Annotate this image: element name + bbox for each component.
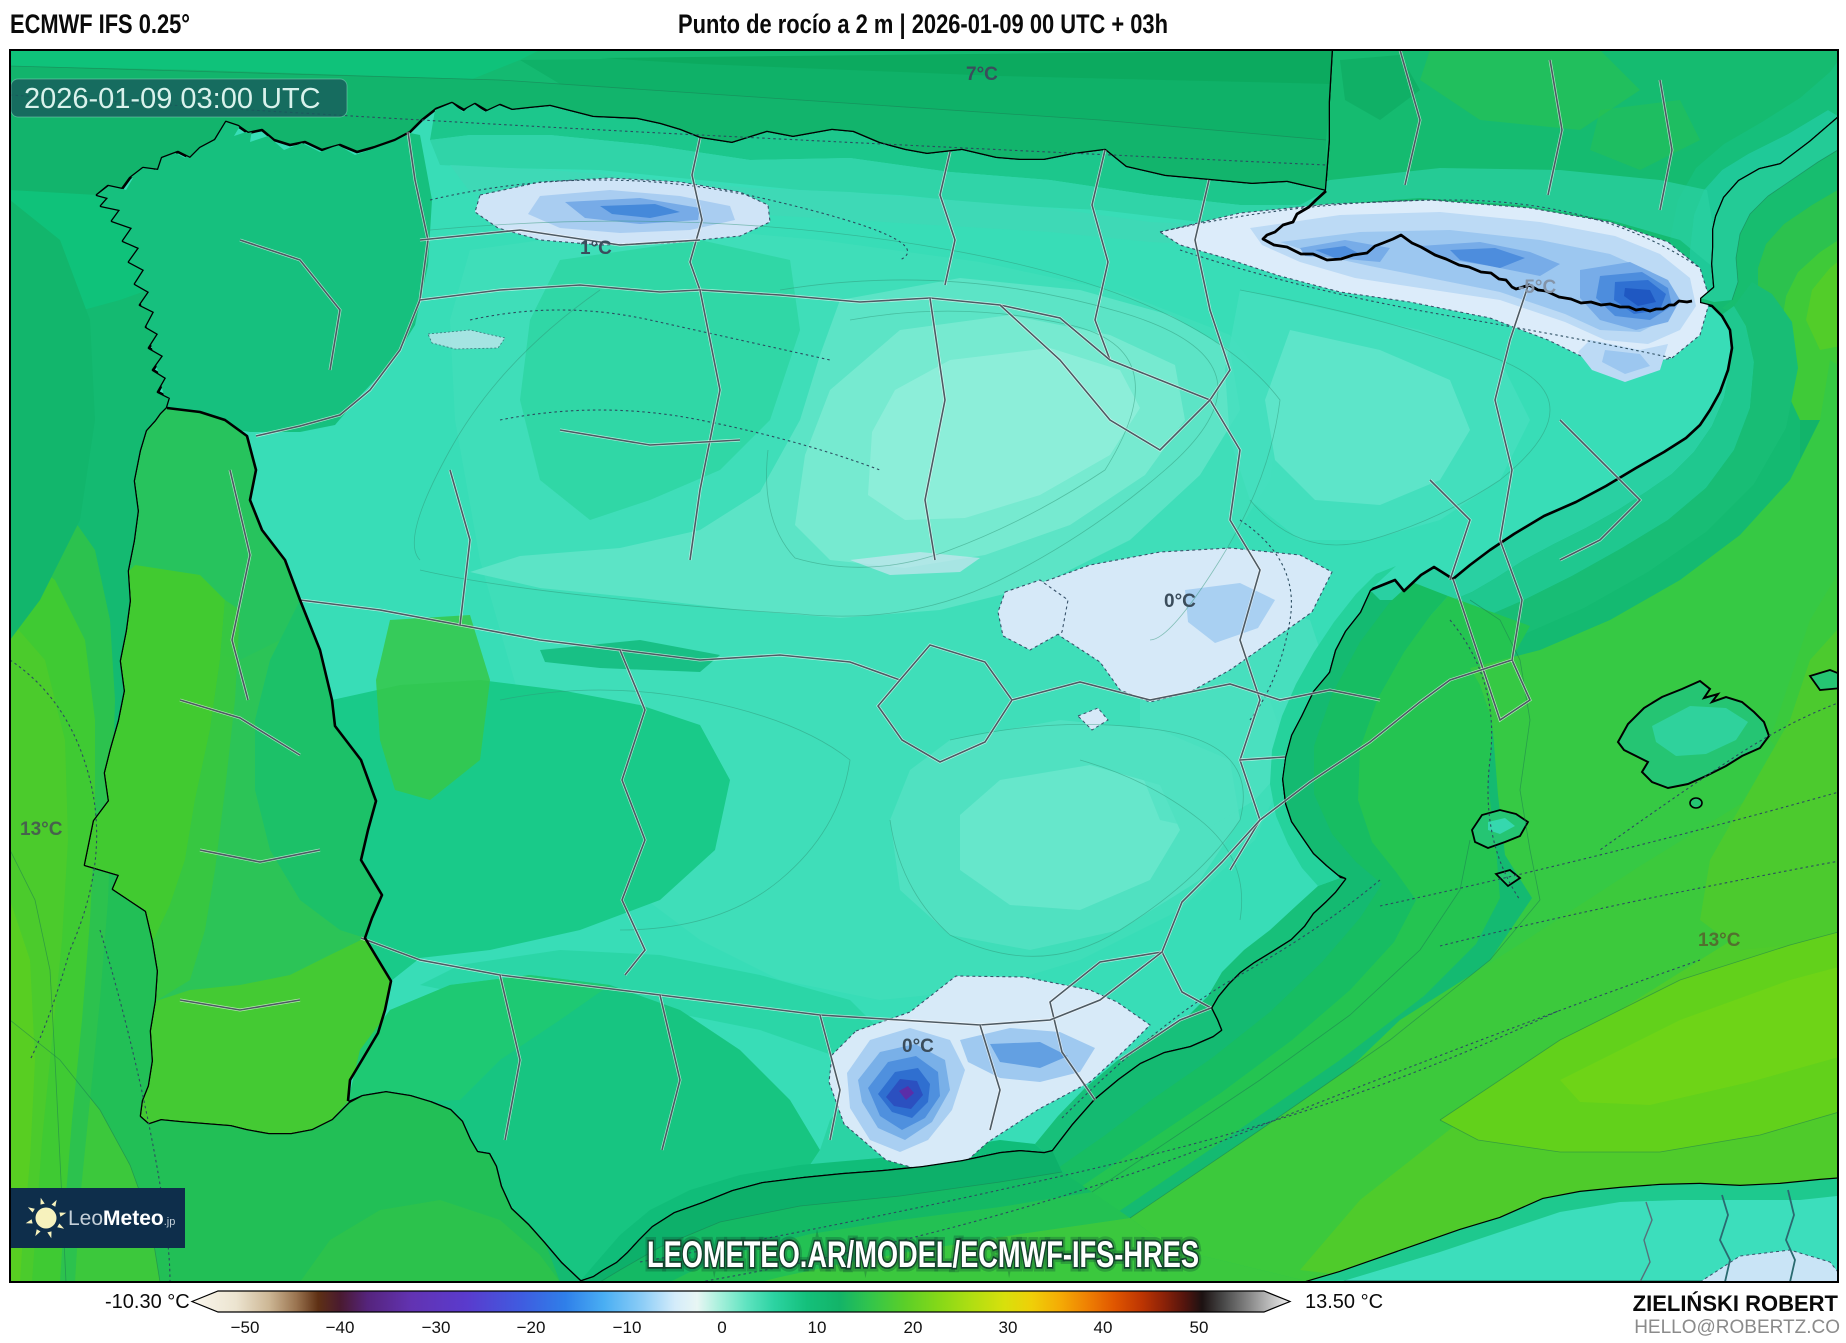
svg-text:ECMWF IFS 0.25°: ECMWF IFS 0.25° xyxy=(10,9,190,39)
svg-text:7°C: 7°C xyxy=(966,64,998,85)
svg-text:13.50 °C: 13.50 °C xyxy=(1305,1291,1383,1313)
svg-text:0°C: 0°C xyxy=(1164,591,1196,612)
svg-text:Punto de rocío a 2 m | 2026-01: Punto de rocío a 2 m | 2026-01-09 00 UTC… xyxy=(678,9,1168,39)
svg-text:−30: −30 xyxy=(422,1318,451,1337)
svg-text:0°C: 0°C xyxy=(902,1036,934,1057)
svg-text:13°C: 13°C xyxy=(20,819,63,840)
svg-text:2026-01-09 03:00 UTC: 2026-01-09 03:00 UTC xyxy=(24,83,321,115)
svg-text:50: 50 xyxy=(1190,1318,1209,1337)
svg-text:20: 20 xyxy=(904,1318,923,1337)
svg-text:HELLO@ROBERTZ.CO: HELLO@ROBERTZ.CO xyxy=(1634,1317,1840,1338)
svg-text:0: 0 xyxy=(717,1318,726,1337)
svg-text:−10: −10 xyxy=(613,1318,642,1337)
svg-text:-5°C: -5°C xyxy=(1518,277,1556,298)
svg-text:−40: −40 xyxy=(326,1318,355,1337)
svg-text:LEOMETEO.AR/MODEL/ECMWF-IFS-HR: LEOMETEO.AR/MODEL/ECMWF-IFS-HRES xyxy=(647,1234,1199,1275)
svg-text:−50: −50 xyxy=(231,1318,260,1337)
svg-text:30: 30 xyxy=(999,1318,1018,1337)
svg-text:13°C: 13°C xyxy=(1698,930,1741,951)
svg-text:−20: −20 xyxy=(517,1318,546,1337)
svg-text:1°C: 1°C xyxy=(580,238,612,259)
svg-text:ZIELIŃSKI ROBERT: ZIELIŃSKI ROBERT xyxy=(1633,1291,1839,1316)
svg-text:LeoMeteo.jp: LeoMeteo.jp xyxy=(68,1207,175,1230)
svg-text:40: 40 xyxy=(1094,1318,1113,1337)
svg-text:10: 10 xyxy=(808,1318,827,1337)
svg-text:-10.30 °C: -10.30 °C xyxy=(105,1291,190,1313)
svg-text:LEOMETEO.AR/MODEL/ECMWF-IFS-HR: LEOMETEO.AR/MODEL/ECMWF-IFS-HRES xyxy=(647,1234,1199,1275)
